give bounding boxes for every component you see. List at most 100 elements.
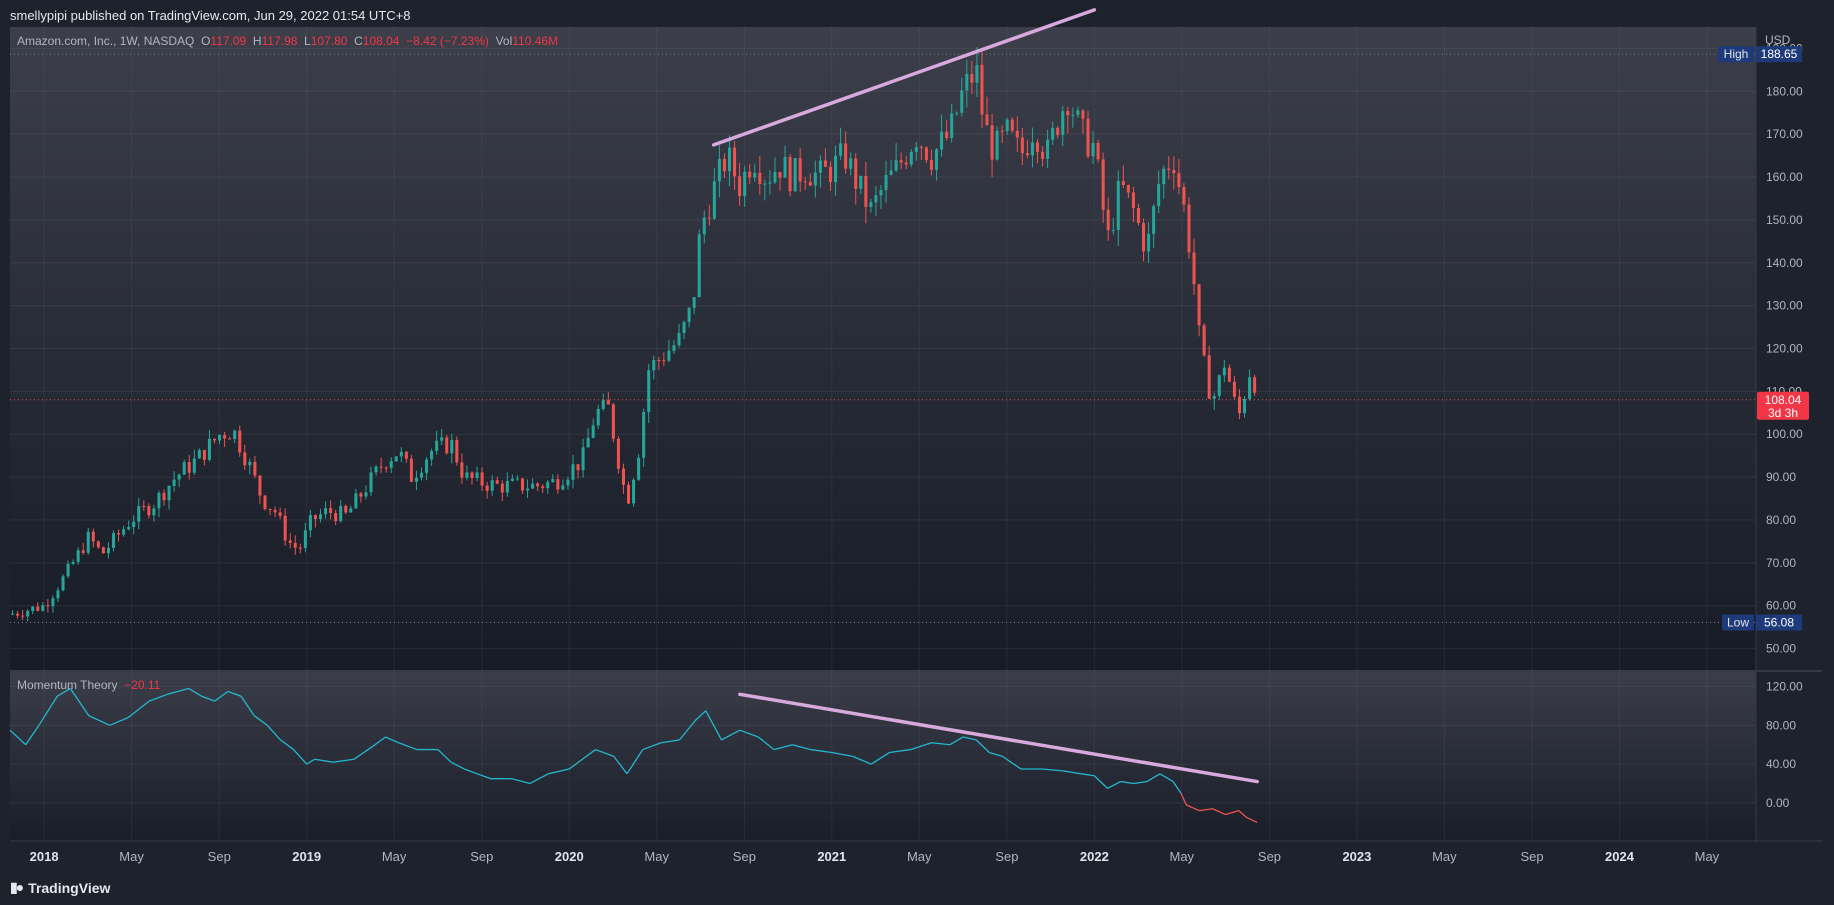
candle-body bbox=[717, 158, 721, 182]
time-tick-label: May bbox=[1432, 849, 1457, 864]
volume-value: 110.46M bbox=[512, 34, 559, 48]
momentum-line-segment bbox=[69, 688, 90, 717]
momentum-line-segment bbox=[910, 742, 932, 751]
momentum-line-segment bbox=[962, 736, 977, 741]
candle-body bbox=[1142, 223, 1146, 252]
published-header: smellypipi published on TradingView.com,… bbox=[10, 8, 411, 23]
candle-body bbox=[909, 151, 913, 165]
candle-body bbox=[722, 158, 726, 172]
time-tick-label: Sep bbox=[1520, 849, 1543, 864]
low-marker-tag bbox=[1722, 614, 1754, 631]
momentum-line-segment bbox=[1212, 808, 1226, 816]
candle-body bbox=[303, 530, 307, 548]
candle-body bbox=[46, 605, 50, 607]
candle-body bbox=[1000, 130, 1004, 132]
candle-body bbox=[798, 158, 802, 182]
price-trendline[interactable] bbox=[711, 8, 1097, 147]
candle-body bbox=[586, 437, 590, 448]
high-value: 117.98 bbox=[261, 34, 298, 48]
candle-body bbox=[308, 515, 312, 531]
candle-body bbox=[117, 533, 121, 535]
price-tick-label: 180.00 bbox=[1766, 84, 1803, 98]
momentum-line-segment bbox=[385, 736, 399, 744]
candle-body bbox=[394, 456, 398, 462]
price-tick-label: 120.00 bbox=[1766, 342, 1803, 356]
candle-body bbox=[223, 435, 227, 439]
candle-body bbox=[298, 547, 302, 549]
candle-body bbox=[662, 360, 666, 362]
symbol-legend: Amazon.com, Inc., 1W, NASDAQ O117.09 H11… bbox=[17, 34, 558, 48]
candle-body bbox=[611, 404, 615, 439]
candle-body bbox=[157, 492, 161, 509]
candle-body bbox=[616, 438, 620, 469]
candle-body bbox=[677, 333, 681, 346]
momentum-line-segment bbox=[1002, 755, 1022, 770]
candle-body bbox=[293, 542, 297, 548]
candle-body bbox=[965, 73, 969, 91]
candle-body bbox=[369, 472, 373, 493]
candle-body bbox=[813, 172, 817, 186]
candle-body bbox=[152, 508, 156, 516]
currency-label: USD bbox=[1765, 33, 1791, 47]
candle-body bbox=[61, 576, 65, 591]
momentum-line-segment bbox=[511, 778, 531, 785]
momentum-line-segment bbox=[1120, 780, 1134, 785]
high-marker-value-box bbox=[1756, 46, 1802, 63]
candle-body bbox=[541, 486, 545, 489]
high-marker-value: 188.65 bbox=[1761, 47, 1798, 61]
price-tick-label: 50.00 bbox=[1766, 642, 1796, 656]
candle-body bbox=[389, 461, 393, 468]
candle-body bbox=[66, 563, 70, 577]
candle-body bbox=[414, 477, 418, 482]
candle-body bbox=[288, 540, 292, 543]
momentum-line-segment bbox=[188, 687, 202, 697]
candle-body bbox=[1217, 375, 1221, 396]
close-value: 108.04 bbox=[362, 34, 400, 48]
momentum-line-segment bbox=[529, 773, 549, 785]
tradingview-brand[interactable]: ▮● TradingView bbox=[10, 879, 110, 896]
momentum-line-segment bbox=[1159, 773, 1174, 783]
candle-body bbox=[182, 462, 186, 475]
momentum-line-segment bbox=[831, 751, 853, 758]
candle-body bbox=[707, 217, 711, 219]
candle-body bbox=[556, 479, 560, 490]
momentum-line-segment bbox=[1107, 780, 1121, 789]
candle-body bbox=[228, 438, 232, 440]
open-label: O bbox=[201, 34, 211, 48]
time-tick-label: Sep bbox=[733, 849, 756, 864]
momentum-line-segment bbox=[1093, 775, 1108, 789]
candle-body bbox=[364, 492, 368, 497]
momentum-line-segment bbox=[568, 758, 583, 770]
candle-body bbox=[187, 462, 191, 473]
time-tick-label: May bbox=[119, 849, 144, 864]
candle-body bbox=[874, 195, 878, 203]
candle-body bbox=[1248, 377, 1252, 399]
momentum-line-segment bbox=[477, 773, 491, 780]
momentum-line-segment bbox=[371, 736, 386, 748]
momentum-line-segment bbox=[9, 729, 27, 746]
candle-body bbox=[621, 468, 625, 485]
momentum-tick-label: 80.00 bbox=[1766, 718, 1796, 732]
momentum-line-segment bbox=[679, 720, 696, 741]
candle-body bbox=[334, 513, 338, 522]
momentum-trendline[interactable] bbox=[738, 692, 1259, 784]
momentum-line-segment bbox=[38, 695, 58, 726]
candle-body bbox=[849, 158, 853, 169]
candle-body bbox=[470, 472, 474, 479]
price-tick-label: 80.00 bbox=[1766, 513, 1796, 527]
momentum-line-segment bbox=[721, 729, 741, 741]
candle-body bbox=[1192, 252, 1196, 285]
candle-body bbox=[384, 467, 388, 469]
time-tick-label: 2022 bbox=[1080, 849, 1109, 864]
candle-body bbox=[445, 437, 449, 454]
candle-body bbox=[818, 160, 822, 173]
candle-body bbox=[111, 533, 116, 548]
open-value: 117.09 bbox=[210, 34, 247, 48]
momentum-line-segment bbox=[548, 768, 570, 775]
candle-body bbox=[808, 181, 812, 186]
candle-body bbox=[788, 157, 792, 192]
low-marker-value-box bbox=[1756, 614, 1802, 631]
momentum-line-segment bbox=[1062, 770, 1082, 775]
candle-body bbox=[248, 461, 252, 466]
